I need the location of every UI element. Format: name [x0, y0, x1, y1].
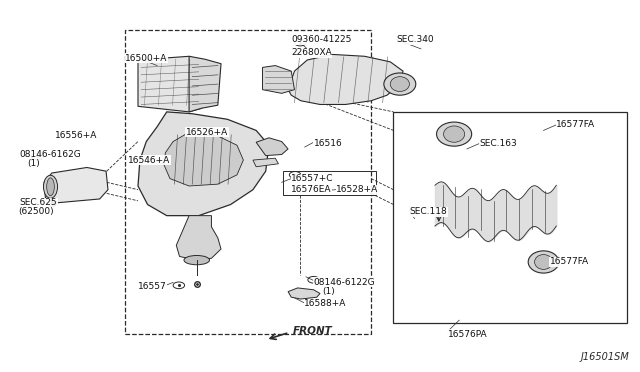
Ellipse shape [184, 256, 209, 265]
Polygon shape [288, 288, 320, 299]
Ellipse shape [534, 254, 552, 269]
Polygon shape [164, 134, 243, 186]
Polygon shape [176, 216, 221, 260]
Text: (1): (1) [28, 159, 40, 168]
Ellipse shape [44, 175, 58, 198]
Polygon shape [288, 54, 403, 105]
Ellipse shape [444, 126, 465, 142]
Polygon shape [262, 65, 294, 93]
Text: SEC.118: SEC.118 [410, 208, 447, 217]
Polygon shape [189, 56, 221, 112]
Text: SEC.625: SEC.625 [20, 198, 58, 207]
Text: (62500): (62500) [19, 208, 54, 217]
Text: 16577FA: 16577FA [550, 257, 589, 266]
Text: 16576PA: 16576PA [448, 330, 487, 339]
Text: 16557: 16557 [138, 282, 167, 291]
Ellipse shape [390, 77, 410, 92]
Polygon shape [138, 56, 202, 112]
Ellipse shape [528, 251, 559, 273]
Polygon shape [256, 138, 288, 155]
Polygon shape [44, 167, 108, 203]
Text: SEC.163: SEC.163 [479, 139, 517, 148]
Polygon shape [138, 112, 269, 216]
Text: 16500+A: 16500+A [125, 54, 168, 62]
Bar [394, 112, 627, 323]
Text: 08146-6122G: 08146-6122G [314, 278, 375, 287]
Text: (1): (1) [322, 287, 335, 296]
Text: J16501SM: J16501SM [581, 352, 630, 362]
Text: 16526+A: 16526+A [186, 128, 228, 137]
Ellipse shape [47, 178, 54, 196]
Text: 16576EA: 16576EA [291, 185, 332, 194]
Bar [283, 171, 376, 195]
Polygon shape [253, 158, 278, 167]
Text: 16557+C: 16557+C [291, 174, 334, 183]
Text: 09360-41225: 09360-41225 [291, 35, 351, 44]
Text: 16528+A: 16528+A [336, 185, 378, 194]
Text: 16588+A: 16588+A [304, 299, 346, 308]
Ellipse shape [384, 73, 416, 95]
Bar [125, 31, 371, 334]
Text: SEC.340: SEC.340 [397, 35, 435, 44]
Ellipse shape [436, 122, 472, 146]
Text: 16516: 16516 [314, 139, 342, 148]
Text: 22680XA: 22680XA [291, 48, 332, 57]
Text: 16577FA: 16577FA [556, 121, 595, 129]
Text: 16556+A: 16556+A [55, 131, 97, 141]
Text: 16546+A: 16546+A [129, 155, 171, 164]
Text: FRONT: FRONT [293, 326, 333, 336]
Text: 08146-6162G: 08146-6162G [20, 150, 82, 159]
